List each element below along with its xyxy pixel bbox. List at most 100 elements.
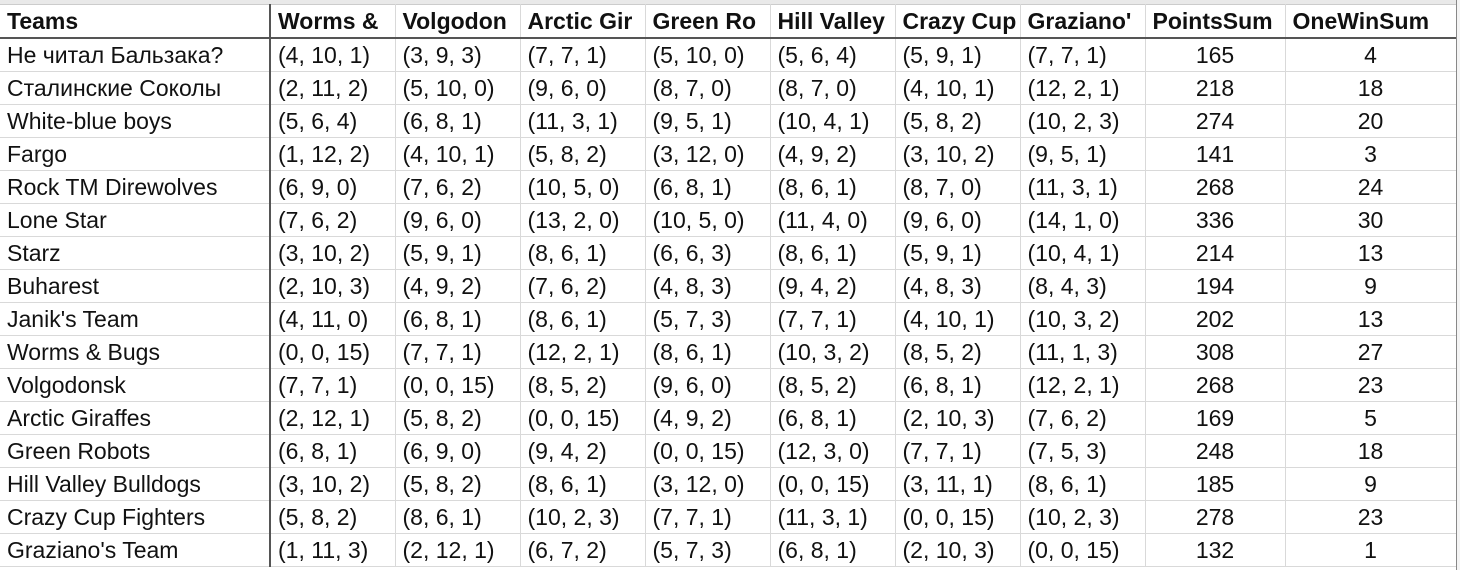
one-win-sum-cell[interactable]: 3 xyxy=(1284,137,1457,171)
result-cell[interactable]: (12, 2, 1) xyxy=(1019,368,1146,402)
column-header[interactable]: OneWinSum xyxy=(1284,4,1457,39)
team-name-cell[interactable]: Worms & Bugs xyxy=(0,335,271,369)
result-cell[interactable]: (7, 6, 2) xyxy=(519,269,646,303)
one-win-sum-cell[interactable]: 9 xyxy=(1284,467,1457,501)
result-cell[interactable]: (12, 2, 1) xyxy=(1019,71,1146,105)
column-header[interactable]: Worms & xyxy=(269,4,396,39)
points-sum-cell[interactable]: 274 xyxy=(1144,104,1286,138)
team-name-cell[interactable]: Не читал Бальзака? xyxy=(0,37,271,72)
result-cell[interactable]: (4, 8, 3) xyxy=(894,269,1021,303)
result-cell[interactable]: (7, 7, 1) xyxy=(519,37,646,72)
team-name-cell[interactable]: Lone Star xyxy=(0,203,271,237)
result-cell[interactable]: (3, 10, 2) xyxy=(269,236,396,270)
result-cell[interactable]: (8, 5, 2) xyxy=(894,335,1021,369)
result-cell[interactable]: (0, 0, 15) xyxy=(519,401,646,435)
result-cell[interactable]: (4, 10, 1) xyxy=(894,71,1021,105)
result-cell[interactable]: (9, 5, 1) xyxy=(644,104,771,138)
result-cell[interactable]: (8, 7, 0) xyxy=(769,71,896,105)
result-cell[interactable]: (8, 6, 1) xyxy=(519,302,646,336)
result-cell[interactable]: (7, 7, 1) xyxy=(769,302,896,336)
one-win-sum-cell[interactable]: 23 xyxy=(1284,368,1457,402)
one-win-sum-cell[interactable]: 5 xyxy=(1284,401,1457,435)
result-cell[interactable]: (5, 7, 3) xyxy=(644,302,771,336)
result-cell[interactable]: (1, 12, 2) xyxy=(269,137,396,171)
points-sum-cell[interactable]: 141 xyxy=(1144,137,1286,171)
column-header[interactable]: Hill Valley xyxy=(769,4,896,39)
column-header[interactable]: Graziano' xyxy=(1019,4,1146,39)
result-cell[interactable]: (0, 0, 15) xyxy=(1019,533,1146,567)
result-cell[interactable]: (4, 10, 1) xyxy=(394,137,521,171)
result-cell[interactable]: (10, 5, 0) xyxy=(519,170,646,204)
result-cell[interactable]: (0, 0, 15) xyxy=(769,467,896,501)
result-cell[interactable]: (4, 9, 2) xyxy=(769,137,896,171)
result-cell[interactable]: (8, 6, 1) xyxy=(519,236,646,270)
team-name-cell[interactable]: Green Robots xyxy=(0,434,271,468)
one-win-sum-cell[interactable]: 23 xyxy=(1284,500,1457,534)
points-sum-cell[interactable]: 214 xyxy=(1144,236,1286,270)
result-cell[interactable]: (2, 10, 3) xyxy=(269,269,396,303)
result-cell[interactable]: (8, 5, 2) xyxy=(519,368,646,402)
one-win-sum-cell[interactable]: 24 xyxy=(1284,170,1457,204)
result-cell[interactable]: (9, 6, 0) xyxy=(394,203,521,237)
points-sum-cell[interactable]: 202 xyxy=(1144,302,1286,336)
one-win-sum-cell[interactable]: 30 xyxy=(1284,203,1457,237)
result-cell[interactable]: (12, 3, 0) xyxy=(769,434,896,468)
result-cell[interactable]: (0, 0, 15) xyxy=(894,500,1021,534)
one-win-sum-cell[interactable]: 1 xyxy=(1284,533,1457,567)
result-cell[interactable]: (6, 9, 0) xyxy=(269,170,396,204)
column-header[interactable]: Volgodon xyxy=(394,4,521,39)
result-cell[interactable]: (7, 7, 1) xyxy=(394,335,521,369)
result-cell[interactable]: (7, 6, 2) xyxy=(1019,401,1146,435)
result-cell[interactable]: (5, 8, 2) xyxy=(394,467,521,501)
result-cell[interactable]: (3, 9, 3) xyxy=(394,37,521,72)
result-cell[interactable]: (9, 4, 2) xyxy=(519,434,646,468)
column-header[interactable]: Crazy Cup xyxy=(894,4,1021,39)
points-sum-cell[interactable]: 218 xyxy=(1144,71,1286,105)
result-cell[interactable]: (11, 3, 1) xyxy=(1019,170,1146,204)
result-cell[interactable]: (8, 4, 3) xyxy=(1019,269,1146,303)
column-header[interactable]: Arctic Gir xyxy=(519,4,646,39)
result-cell[interactable]: (10, 2, 3) xyxy=(519,500,646,534)
one-win-sum-cell[interactable]: 13 xyxy=(1284,236,1457,270)
result-cell[interactable]: (7, 5, 3) xyxy=(1019,434,1146,468)
team-name-cell[interactable]: White-blue boys xyxy=(0,104,271,138)
result-cell[interactable]: (9, 6, 0) xyxy=(894,203,1021,237)
result-cell[interactable]: (13, 2, 0) xyxy=(519,203,646,237)
result-cell[interactable]: (11, 4, 0) xyxy=(769,203,896,237)
result-cell[interactable]: (5, 10, 0) xyxy=(394,71,521,105)
points-sum-cell[interactable]: 185 xyxy=(1144,467,1286,501)
result-cell[interactable]: (4, 8, 3) xyxy=(644,269,771,303)
team-name-cell[interactable]: Starz xyxy=(0,236,271,270)
result-cell[interactable]: (9, 5, 1) xyxy=(1019,137,1146,171)
one-win-sum-cell[interactable]: 4 xyxy=(1284,37,1457,72)
team-name-cell[interactable]: Fargo xyxy=(0,137,271,171)
one-win-sum-cell[interactable]: 9 xyxy=(1284,269,1457,303)
result-cell[interactable]: (3, 12, 0) xyxy=(644,137,771,171)
points-sum-cell[interactable]: 278 xyxy=(1144,500,1286,534)
points-sum-cell[interactable]: 132 xyxy=(1144,533,1286,567)
result-cell[interactable]: (8, 6, 1) xyxy=(394,500,521,534)
result-cell[interactable]: (5, 6, 4) xyxy=(269,104,396,138)
result-cell[interactable]: (3, 10, 2) xyxy=(894,137,1021,171)
result-cell[interactable]: (4, 11, 0) xyxy=(269,302,396,336)
team-name-cell[interactable]: Сталинские Соколы xyxy=(0,71,271,105)
result-cell[interactable]: (10, 2, 3) xyxy=(1019,104,1146,138)
result-cell[interactable]: (8, 7, 0) xyxy=(644,71,771,105)
result-cell[interactable]: (1, 11, 3) xyxy=(269,533,396,567)
one-win-sum-cell[interactable]: 18 xyxy=(1284,71,1457,105)
result-cell[interactable]: (5, 8, 2) xyxy=(894,104,1021,138)
result-cell[interactable]: (5, 6, 4) xyxy=(769,37,896,72)
team-name-cell[interactable]: Buharest xyxy=(0,269,271,303)
points-sum-cell[interactable]: 268 xyxy=(1144,368,1286,402)
result-cell[interactable]: (0, 0, 15) xyxy=(394,368,521,402)
team-name-cell[interactable]: Arctic Giraffes xyxy=(0,401,271,435)
result-cell[interactable]: (11, 3, 1) xyxy=(769,500,896,534)
result-cell[interactable]: (0, 0, 15) xyxy=(644,434,771,468)
result-cell[interactable]: (6, 6, 3) xyxy=(644,236,771,270)
result-cell[interactable]: (4, 9, 2) xyxy=(394,269,521,303)
result-cell[interactable]: (6, 8, 1) xyxy=(769,401,896,435)
result-cell[interactable]: (7, 6, 2) xyxy=(269,203,396,237)
points-sum-cell[interactable]: 165 xyxy=(1144,37,1286,72)
result-cell[interactable]: (7, 7, 1) xyxy=(894,434,1021,468)
result-cell[interactable]: (8, 6, 1) xyxy=(1019,467,1146,501)
